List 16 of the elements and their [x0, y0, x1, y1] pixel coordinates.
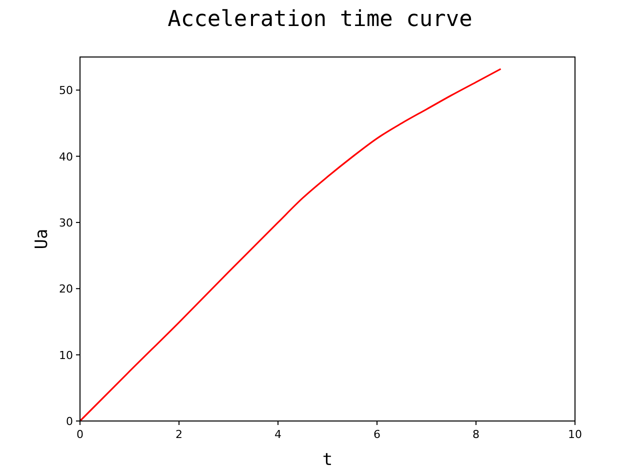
y-tick-label: 30	[59, 216, 73, 230]
y-tick-label: 50	[59, 84, 73, 98]
x-tick-label: 10	[568, 428, 582, 441]
line-series	[79, 68, 502, 422]
y-tick-label: 40	[59, 150, 73, 164]
y-axis-title: Ua	[32, 228, 52, 250]
x-tick-label: 2	[176, 428, 182, 441]
x-tick-label: 8	[472, 428, 480, 441]
x-tick-label: 6	[374, 428, 380, 441]
y-tick-label: 20	[59, 282, 73, 296]
y-tick-label: 10	[59, 348, 73, 362]
x-tick-label: 0	[76, 428, 84, 441]
chart-title: Acceleration time curve	[168, 7, 472, 32]
y-tick-label: 0	[66, 415, 73, 428]
x-tick-label: 4	[274, 428, 282, 441]
x-axis-title: t	[322, 450, 333, 470]
